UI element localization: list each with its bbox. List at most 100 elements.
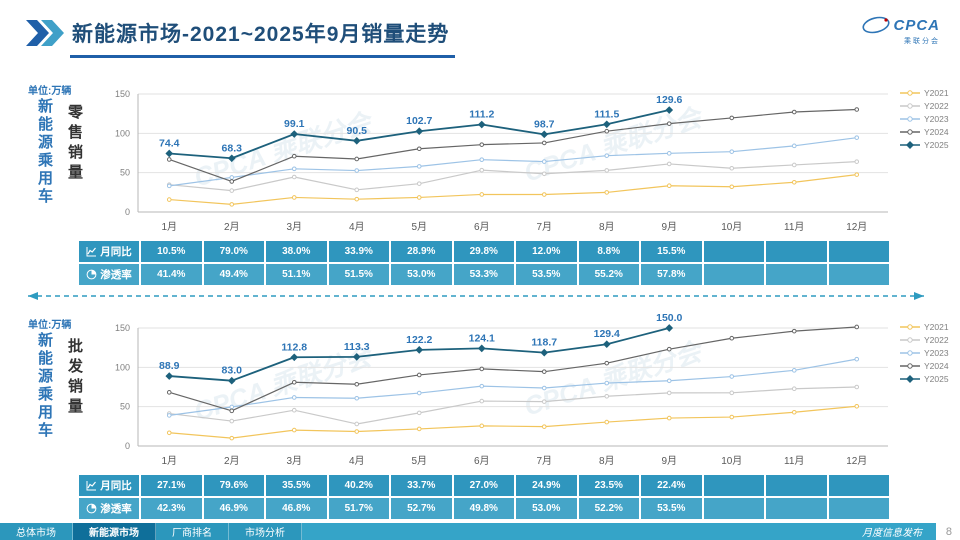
row-label: 月同比 — [78, 240, 140, 263]
svg-text:50: 50 — [120, 168, 130, 178]
svg-text:0: 0 — [125, 441, 130, 451]
pie-chart-icon — [86, 269, 97, 280]
table-cell: 33.9% — [327, 240, 390, 263]
line-chart-icon — [86, 481, 97, 491]
legend-line-icon — [900, 374, 920, 383]
chart-title-retail: 零售销量 — [66, 104, 83, 184]
table-cell: 8.8% — [577, 240, 640, 263]
legend-item-y2024: Y2024 — [900, 125, 958, 138]
table-cell: 38.0% — [265, 240, 328, 263]
svg-text:10月: 10月 — [721, 221, 742, 233]
svg-text:8月: 8月 — [599, 455, 615, 467]
footer-tabs: 总体市场 新能源市场 厂商排名 市场分析 — [0, 523, 302, 540]
svg-text:111.5: 111.5 — [594, 108, 619, 120]
footer-tab[interactable]: 厂商排名 — [156, 523, 229, 540]
table-cell: 40.2% — [327, 474, 390, 497]
table-cell: 49.4% — [202, 263, 265, 286]
footer-tab[interactable]: 总体市场 — [0, 523, 73, 540]
table-cell: 53.0% — [515, 497, 578, 520]
svg-text:12月: 12月 — [846, 221, 867, 233]
svg-text:68.3: 68.3 — [222, 142, 243, 154]
legend-line-icon — [900, 323, 920, 330]
legend-item-y2023: Y2023 — [900, 112, 958, 125]
svg-text:2月: 2月 — [224, 221, 240, 233]
svg-text:129.4: 129.4 — [594, 328, 620, 340]
svg-text:100: 100 — [115, 362, 130, 372]
legend-item-y2021: Y2021 — [900, 320, 958, 333]
table-cell: 51.5% — [327, 263, 390, 286]
logo-swoosh-icon — [862, 16, 891, 34]
footer-tab[interactable]: 新能源市场 — [73, 523, 156, 540]
svg-text:150: 150 — [115, 89, 130, 99]
svg-text:150: 150 — [115, 323, 130, 333]
table-cell: 46.8% — [265, 497, 328, 520]
group-label: 新能源乘用车 — [36, 332, 53, 440]
legend-item-y2022: Y2022 — [900, 99, 958, 112]
retail-table: 月同比 10.5% 79.0% 38.0% 33.9% 28.9% 29.8% 12.0% 8.… — [78, 240, 890, 286]
legend-item-y2021: Y2021 — [900, 86, 958, 99]
unit-label: 单位:万辆 — [28, 86, 72, 97]
table-cell — [827, 240, 890, 263]
table-cell — [765, 263, 828, 286]
legend-line-icon — [900, 140, 920, 149]
table-cell: 51.7% — [327, 497, 390, 520]
svg-text:2月: 2月 — [224, 455, 240, 467]
table-cell: 57.8% — [640, 263, 703, 286]
chart-title-wholesale: 批发销量 — [66, 338, 83, 418]
section-divider-arrow — [28, 292, 924, 300]
table-cell — [702, 474, 765, 497]
svg-text:6月: 6月 — [474, 221, 490, 233]
table-cell: 53.0% — [390, 263, 453, 286]
svg-text:8月: 8月 — [599, 221, 615, 233]
table-cell: 10.5% — [140, 240, 203, 263]
table-cell: 53.5% — [640, 497, 703, 520]
footer-tab[interactable]: 市场分析 — [229, 523, 302, 540]
table-row: 渗透率 42.3% 46.9% 46.8% 51.7% 52.7% 49.8% 53.0% 52… — [78, 497, 890, 520]
svg-text:3月: 3月 — [286, 221, 302, 233]
table-cell — [827, 474, 890, 497]
svg-text:124.1: 124.1 — [469, 332, 495, 344]
table-cell — [765, 497, 828, 520]
svg-text:11月: 11月 — [784, 221, 804, 233]
svg-text:5月: 5月 — [411, 455, 427, 467]
legend-line-icon — [900, 128, 920, 135]
table-cell: 52.7% — [390, 497, 453, 520]
svg-text:9月: 9月 — [661, 221, 677, 233]
svg-text:118.7: 118.7 — [531, 337, 557, 349]
page-number: 8 — [945, 526, 952, 538]
svg-text:111.2: 111.2 — [469, 109, 494, 121]
svg-text:122.2: 122.2 — [406, 334, 432, 346]
svg-text:4月: 4月 — [349, 221, 365, 233]
wholesale-legend: Y2021 Y2022 Y2023 Y2024 Y2025 — [900, 320, 958, 385]
svg-text:102.7: 102.7 — [406, 115, 432, 127]
table-cell: 12.0% — [515, 240, 578, 263]
svg-text:7月: 7月 — [536, 221, 552, 233]
svg-text:0: 0 — [125, 207, 130, 217]
svg-text:3月: 3月 — [286, 455, 302, 467]
table-cell: 53.5% — [515, 263, 578, 286]
legend-item-y2025: Y2025 — [900, 372, 958, 385]
table-row: 月同比 10.5% 79.0% 38.0% 33.9% 28.9% 29.8% 12.0% 8.… — [78, 240, 890, 263]
table-cell — [765, 240, 828, 263]
row-label: 月同比 — [78, 474, 140, 497]
table-cell: 53.3% — [452, 263, 515, 286]
svg-text:9月: 9月 — [661, 455, 677, 467]
svg-text:1月: 1月 — [161, 221, 177, 233]
svg-text:99.1: 99.1 — [284, 118, 305, 130]
svg-text:88.9: 88.9 — [159, 360, 180, 372]
svg-text:12月: 12月 — [846, 455, 867, 467]
table-cell — [702, 240, 765, 263]
svg-text:98.7: 98.7 — [534, 118, 555, 130]
legend-line-icon — [900, 89, 920, 96]
wholesale-table: 月同比 27.1% 79.6% 35.5% 40.2% 33.7% 27.0% 24.9% 23… — [78, 474, 890, 520]
legend-item-y2023: Y2023 — [900, 346, 958, 359]
table-cell: 46.9% — [202, 497, 265, 520]
header: 新能源市场-2021~2025年9月销量走势 CPCA 乘联分会 — [26, 16, 940, 62]
svg-text:74.4: 74.4 — [159, 137, 180, 149]
svg-text:11月: 11月 — [784, 455, 804, 467]
table-cell: 33.7% — [390, 474, 453, 497]
svg-text:100: 100 — [115, 128, 130, 138]
table-cell: 41.4% — [140, 263, 203, 286]
legend-line-icon — [900, 102, 920, 109]
